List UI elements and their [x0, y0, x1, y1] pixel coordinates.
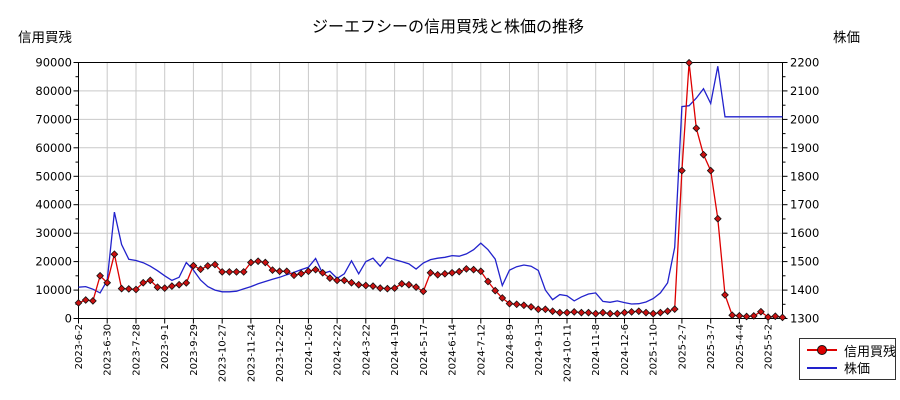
svg-text:1300: 1300	[790, 312, 819, 326]
svg-text:2025-3-7: 2025-3-7	[706, 324, 717, 369]
svg-text:60000: 60000	[35, 141, 72, 155]
legend-item-margin-balance: 信用買残	[807, 342, 897, 360]
svg-text:70000: 70000	[35, 112, 72, 126]
left-axis-tick-labels: 0 10000 20000 30000 40000 50000 60000 70000 8000…	[35, 56, 72, 326]
svg-text:1600: 1600	[790, 226, 819, 240]
svg-text:0: 0	[65, 312, 72, 326]
legend-item-stock-price: 株価	[807, 360, 895, 378]
svg-text:2023-9-29: 2023-9-29	[189, 324, 200, 376]
svg-text:2023-12-22: 2023-12-22	[275, 324, 286, 382]
svg-text:2025-1-10: 2025-1-10	[649, 324, 660, 376]
x-axis-tick-labels: 2023-6-2 2023-6-30 2023-7-28 2023-9-1 2023-9…	[74, 324, 775, 382]
svg-text:2024-8-9: 2024-8-9	[505, 324, 516, 369]
svg-text:30000: 30000	[35, 226, 72, 240]
svg-text:40000: 40000	[35, 198, 72, 212]
right-axis-tick-labels: 1300 1400 1500 1600 1700 1800 1900 2000 2100 2200	[790, 56, 819, 326]
svg-text:2024-11-8: 2024-11-8	[591, 324, 602, 376]
svg-text:2025-5-2: 2025-5-2	[764, 324, 775, 369]
svg-text:1800: 1800	[790, 169, 819, 183]
margin-balance-markers	[74, 58, 787, 322]
right-axis-title: 株価	[833, 30, 860, 46]
svg-text:2024-5-17: 2024-5-17	[419, 324, 430, 376]
svg-text:90000: 90000	[35, 56, 72, 70]
legend-label-stock-price: 株価	[844, 362, 871, 378]
svg-text:2023-7-28: 2023-7-28	[132, 324, 143, 376]
svg-text:2025-4-4: 2025-4-4	[735, 324, 746, 369]
svg-text:2024-12-6: 2024-12-6	[620, 324, 631, 376]
stock-price-line	[78, 66, 783, 305]
svg-text:2024-7-12: 2024-7-12	[476, 324, 487, 376]
svg-text:1500: 1500	[790, 255, 819, 269]
svg-text:2023-9-1: 2023-9-1	[160, 324, 171, 369]
stock-price-line-icon	[807, 362, 837, 374]
svg-text:2100: 2100	[790, 84, 819, 98]
gridlines	[78, 62, 783, 319]
svg-text:2024-2-22: 2024-2-22	[333, 324, 344, 376]
svg-text:2025-2-7: 2025-2-7	[677, 324, 688, 369]
chart-title: ジーエフシーの信用買残と株価の推移	[311, 17, 585, 36]
axis-ticks	[73, 62, 788, 324]
svg-text:20000: 20000	[35, 255, 72, 269]
legend-label-margin-balance: 信用買残	[844, 344, 897, 360]
svg-text:2024-6-14: 2024-6-14	[448, 324, 459, 376]
svg-text:10000: 10000	[35, 283, 72, 297]
svg-text:2000: 2000	[790, 112, 819, 126]
plot-frame	[78, 62, 783, 319]
svg-text:2024-9-13: 2024-9-13	[534, 324, 545, 376]
svg-text:1900: 1900	[790, 141, 819, 155]
left-axis-title: 信用買残	[18, 30, 72, 46]
svg-text:2024-1-26: 2024-1-26	[304, 324, 315, 376]
svg-text:2024-3-22: 2024-3-22	[361, 324, 372, 376]
margin-balance-line	[78, 62, 783, 319]
svg-text:2024-4-19: 2024-4-19	[390, 324, 401, 376]
svg-text:2024-10-11: 2024-10-11	[563, 324, 574, 382]
svg-text:1700: 1700	[790, 198, 819, 212]
svg-text:1400: 1400	[790, 283, 819, 297]
svg-text:2023-10-27: 2023-10-27	[218, 324, 229, 382]
svg-text:2200: 2200	[790, 56, 819, 70]
margin-balance-marker-icon	[807, 344, 837, 356]
svg-text:2023-6-30: 2023-6-30	[103, 324, 114, 376]
svg-text:50000: 50000	[35, 169, 72, 183]
svg-text:2023-6-2: 2023-6-2	[74, 324, 85, 369]
svg-text:80000: 80000	[35, 84, 72, 98]
svg-text:2023-11-24: 2023-11-24	[246, 324, 257, 382]
legend-box: 信用買残 株価	[799, 338, 896, 380]
